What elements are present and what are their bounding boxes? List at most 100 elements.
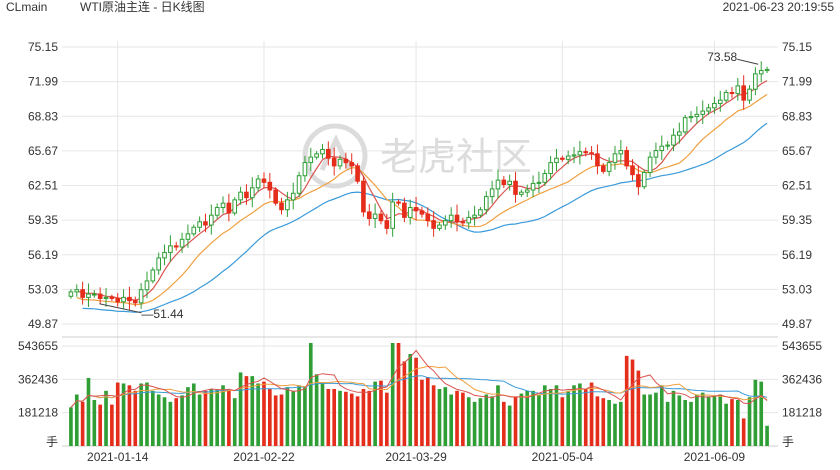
volume-bar [461,392,465,446]
candle [191,224,197,237]
candle [454,204,460,232]
candle [197,216,202,233]
volume-bar [648,394,652,446]
volume-bar [349,393,354,446]
candle [156,252,161,275]
volume-bar [74,394,79,446]
candle-body [612,153,618,164]
volume-bar [408,354,413,446]
y-tick-label-left: 56.19 [28,248,58,262]
volume-bar [332,388,336,446]
volume-bar [642,394,647,446]
volume-bar [677,395,682,446]
candle [326,141,331,166]
candle [688,111,694,123]
candle [571,146,577,164]
candle-body [109,296,115,299]
volume-bar [326,388,331,446]
volume-bar [425,377,430,446]
candle-body [296,175,302,194]
volume-bar [560,397,565,446]
volume-bar [706,396,711,446]
candle [536,171,542,193]
candle [560,155,565,162]
candle [565,150,571,165]
candle [80,281,85,305]
x-tick-label: 2021-05-04 [532,450,594,464]
volume-bar [613,403,617,446]
volume-bar [268,388,272,446]
candle [425,207,431,227]
candle [583,147,589,157]
volume-bar [279,394,284,446]
candle [729,87,735,99]
candle [606,157,612,177]
volume-bar [373,381,377,446]
candle-body [624,150,629,167]
candle [595,144,600,175]
x-tick-label: 2021-02-22 [233,450,295,464]
candle [97,287,103,305]
candle-body [706,107,711,112]
candle [723,89,729,103]
volume-bar [203,390,208,446]
candle [700,100,706,124]
candle-body [413,207,419,212]
volume-bar [338,390,342,446]
candle-body [203,221,208,226]
candle [466,210,472,229]
volume-bar [636,370,641,446]
candle-body [384,220,390,229]
candle-body [115,297,121,303]
candle-body [519,191,524,195]
candle [636,165,641,196]
candle-body [173,245,179,248]
candle-body [349,162,355,167]
candle [501,176,507,189]
candle [753,67,758,96]
candle-body [220,202,226,209]
candle [659,135,665,161]
volume-bar [542,385,547,446]
y-tick-label-right: 56.19 [782,248,812,262]
volume-bar [724,403,728,446]
volume-unit-label-left: 手 [46,435,58,449]
candle [132,296,138,307]
volume-bar [396,343,401,446]
candle-body [74,289,80,293]
candle-body [132,300,138,304]
candle-body [255,178,261,189]
candle-body [285,199,290,211]
candle [285,191,290,217]
volume-bar [507,405,512,446]
candle-body [729,91,735,95]
candle-body [92,293,97,296]
volume-bar [92,400,97,446]
candle-body [489,188,495,198]
candle-body [197,221,202,228]
volume-bar [104,390,108,446]
candle [460,217,466,227]
volume-bar [700,392,705,446]
candle-body [712,102,717,109]
candle [647,151,653,178]
candle [244,184,249,205]
candle [361,175,366,217]
candle [443,215,448,230]
volume-bar [221,385,225,446]
candle-body [320,148,325,155]
candle [185,224,191,248]
candle-body [606,162,612,172]
candle-body [431,220,436,229]
volume-bar [437,388,442,446]
volume-bar [238,372,243,446]
volume-bar [80,401,85,446]
volume-bar [250,376,255,446]
volume-bar [215,389,219,446]
symbol-label: CLmain [6,0,48,14]
x-tick-label: 2021-03-29 [385,450,447,464]
volume-bar [168,401,173,446]
candle [413,196,419,221]
candle [712,96,717,114]
